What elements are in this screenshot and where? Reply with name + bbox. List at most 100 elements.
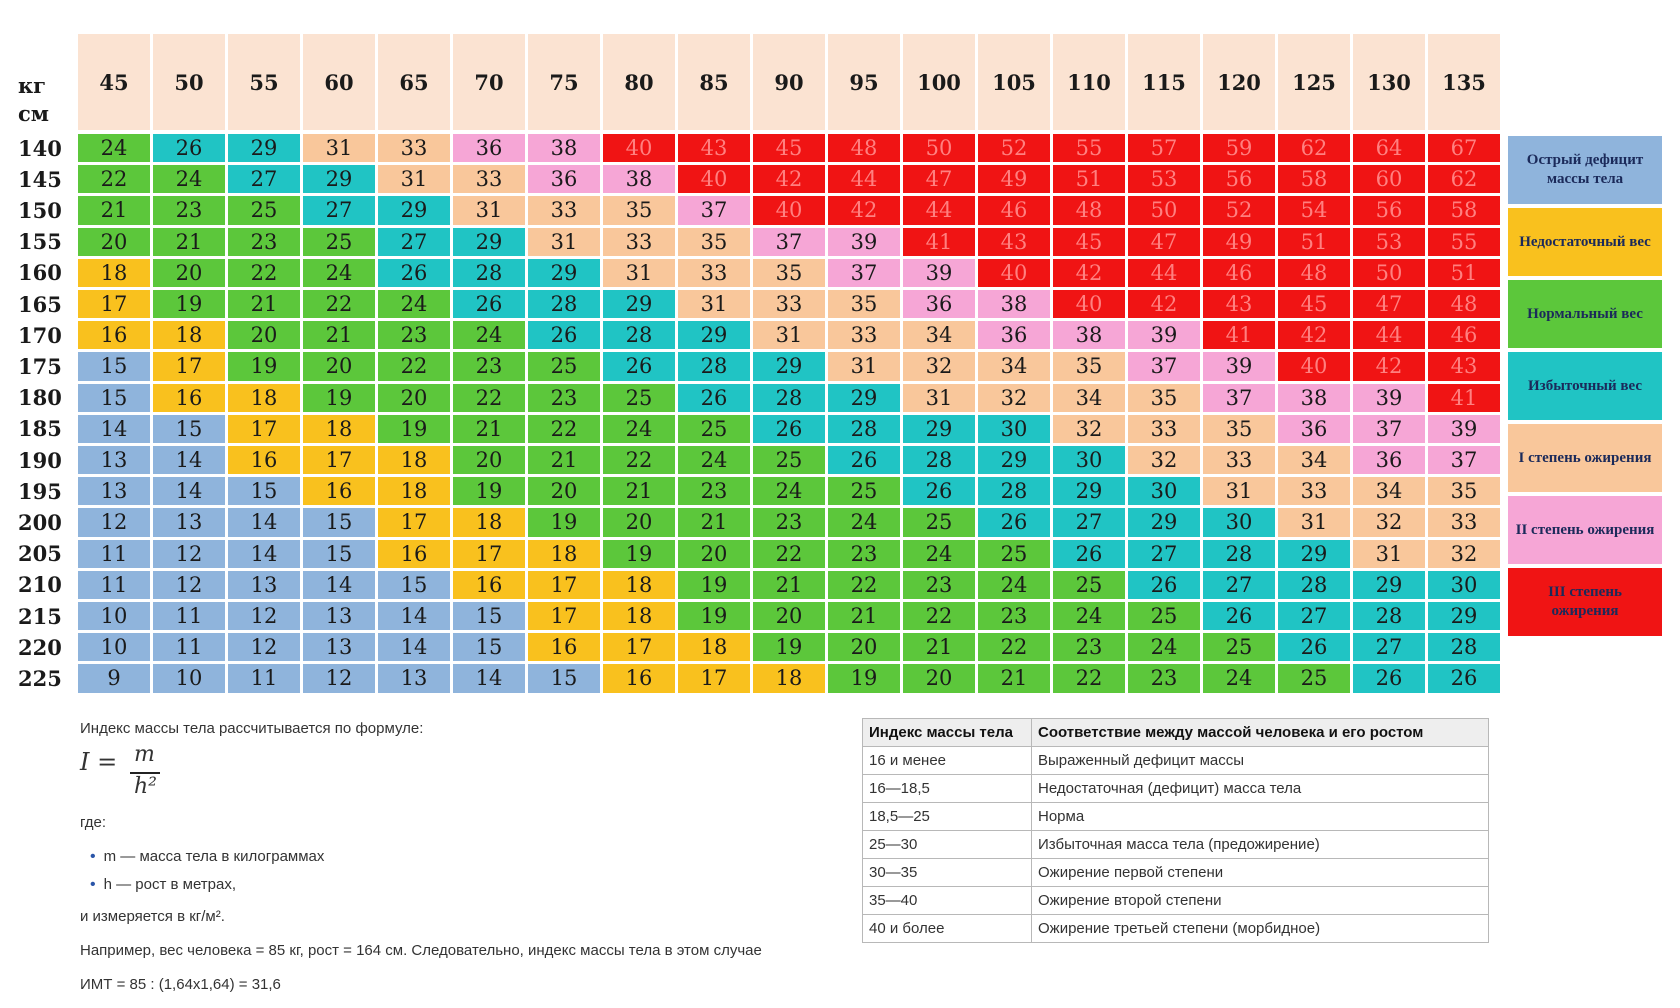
bmi-cell: 15 [303, 508, 375, 537]
bmi-cell: 33 [378, 134, 450, 163]
bmi-cell: 23 [453, 352, 525, 381]
bmi-cell: 28 [978, 477, 1050, 506]
bmi-cell: 26 [978, 508, 1050, 537]
bmi-cell: 44 [903, 196, 975, 225]
bmi-cell: 23 [378, 321, 450, 350]
bmi-cell: 44 [828, 165, 900, 194]
bmi-cell: 50 [1128, 196, 1200, 225]
bmi-cell: 32 [1353, 508, 1425, 537]
formula-lhs: I = [80, 748, 118, 776]
bmi-cell: 28 [528, 290, 600, 319]
bmi-cell: 26 [678, 383, 750, 412]
bmi-cell: 17 [603, 633, 675, 662]
bmi-cell: 17 [528, 570, 600, 599]
bmi-cell: 40 [753, 196, 825, 225]
bmi-cell: 39 [1353, 383, 1425, 412]
bmi-cell: 25 [753, 446, 825, 475]
bmi-cell: 24 [903, 539, 975, 568]
bmi-cell: 13 [303, 602, 375, 631]
bmi-cell: 21 [678, 508, 750, 537]
bmi-cell: 14 [228, 539, 300, 568]
bmi-cell: 11 [78, 539, 150, 568]
bmi-cell: 37 [753, 227, 825, 256]
bmi-cell: 29 [1053, 477, 1125, 506]
bmi-cell: 10 [78, 602, 150, 631]
bmi-cell: 33 [753, 290, 825, 319]
bmi-cell: 40 [678, 165, 750, 194]
bmi-cell: 29 [528, 258, 600, 287]
bmi-cell: 34 [1053, 383, 1125, 412]
bmi-cell: 33 [1278, 477, 1350, 506]
bmi-cell: 18 [753, 664, 825, 693]
bmi-cell: 21 [453, 414, 525, 443]
bmi-cell: 28 [603, 321, 675, 350]
legend-item: Недостаточный вес [1508, 208, 1662, 276]
bmi-cell: 22 [528, 414, 600, 443]
bmi-cell: 21 [228, 290, 300, 319]
bmi-cell: 13 [303, 633, 375, 662]
height-label-165: 165 [18, 291, 62, 317]
bmi-cell: 36 [453, 134, 525, 163]
bmi-cell: 29 [903, 414, 975, 443]
bmi-cell: 37 [1203, 383, 1275, 412]
bmi-cell: 24 [303, 258, 375, 287]
bmi-cell: 40 [978, 258, 1050, 287]
bmi-cell: 58 [1278, 165, 1350, 194]
bmi-cell: 17 [528, 602, 600, 631]
bmi-cell: 25 [1053, 570, 1125, 599]
bmi-cell: 57 [1128, 134, 1200, 163]
bmi-cell: 27 [303, 196, 375, 225]
bmi-cell: 37 [1428, 446, 1500, 475]
bmi-cell: 41 [903, 227, 975, 256]
bmi-cell: 13 [378, 664, 450, 693]
bmi-cell: 39 [1428, 414, 1500, 443]
bmi-cell: 29 [603, 290, 675, 319]
table-row: 35—40 Ожирение второй степени [862, 886, 1489, 915]
height-label-150: 150 [18, 197, 62, 223]
weight-header-60: 60 [303, 34, 375, 130]
bmi-cell: 25 [303, 227, 375, 256]
bmi-cell: 18 [378, 446, 450, 475]
bmi-cell: 27 [1128, 539, 1200, 568]
bmi-cell: 54 [1278, 196, 1350, 225]
bmi-cell: 23 [978, 602, 1050, 631]
bmi-cell: 19 [453, 477, 525, 506]
bmi-cell: 25 [1128, 602, 1200, 631]
bmi-cell: 28 [903, 446, 975, 475]
weight-header-95: 95 [828, 34, 900, 130]
bmi-cell: 18 [78, 258, 150, 287]
bmi-cell: 38 [603, 165, 675, 194]
bmi-cell: 21 [753, 570, 825, 599]
bmi-cell: 35 [828, 290, 900, 319]
bmi-cell: 16 [378, 539, 450, 568]
bmi-cell: 28 [1203, 539, 1275, 568]
bmi-cell: 23 [153, 196, 225, 225]
bmi-cell: 37 [678, 196, 750, 225]
bmi-cell: 31 [1203, 477, 1275, 506]
bmi-cell: 31 [753, 321, 825, 350]
weight-header-100: 100 [903, 34, 975, 130]
bmi-cell: 49 [1203, 227, 1275, 256]
weight-header-45: 45 [78, 34, 150, 130]
bmi-cell: 21 [978, 664, 1050, 693]
bmi-cell: 50 [903, 134, 975, 163]
bmi-cell: 29 [1278, 539, 1350, 568]
bmi-cell: 34 [1278, 446, 1350, 475]
bmi-cell: 22 [78, 165, 150, 194]
bmi-cell: 22 [828, 570, 900, 599]
bmi-cell: 19 [303, 383, 375, 412]
bmi-cell: 14 [228, 508, 300, 537]
bmi-cell: 32 [903, 352, 975, 381]
bmi-cell: 21 [528, 446, 600, 475]
bmi-cell: 31 [453, 196, 525, 225]
bmi-cell: 29 [453, 227, 525, 256]
weight-unit-label: кг [18, 72, 47, 98]
bmi-cell: 11 [78, 570, 150, 599]
bmi-cell: 20 [453, 446, 525, 475]
bmi-cell: 10 [153, 664, 225, 693]
bmi-cell: 17 [153, 352, 225, 381]
bmi-cell: 24 [978, 570, 1050, 599]
bmi-cell: 46 [978, 196, 1050, 225]
bmi-cell: 32 [978, 383, 1050, 412]
bmi-cell: 39 [1128, 321, 1200, 350]
